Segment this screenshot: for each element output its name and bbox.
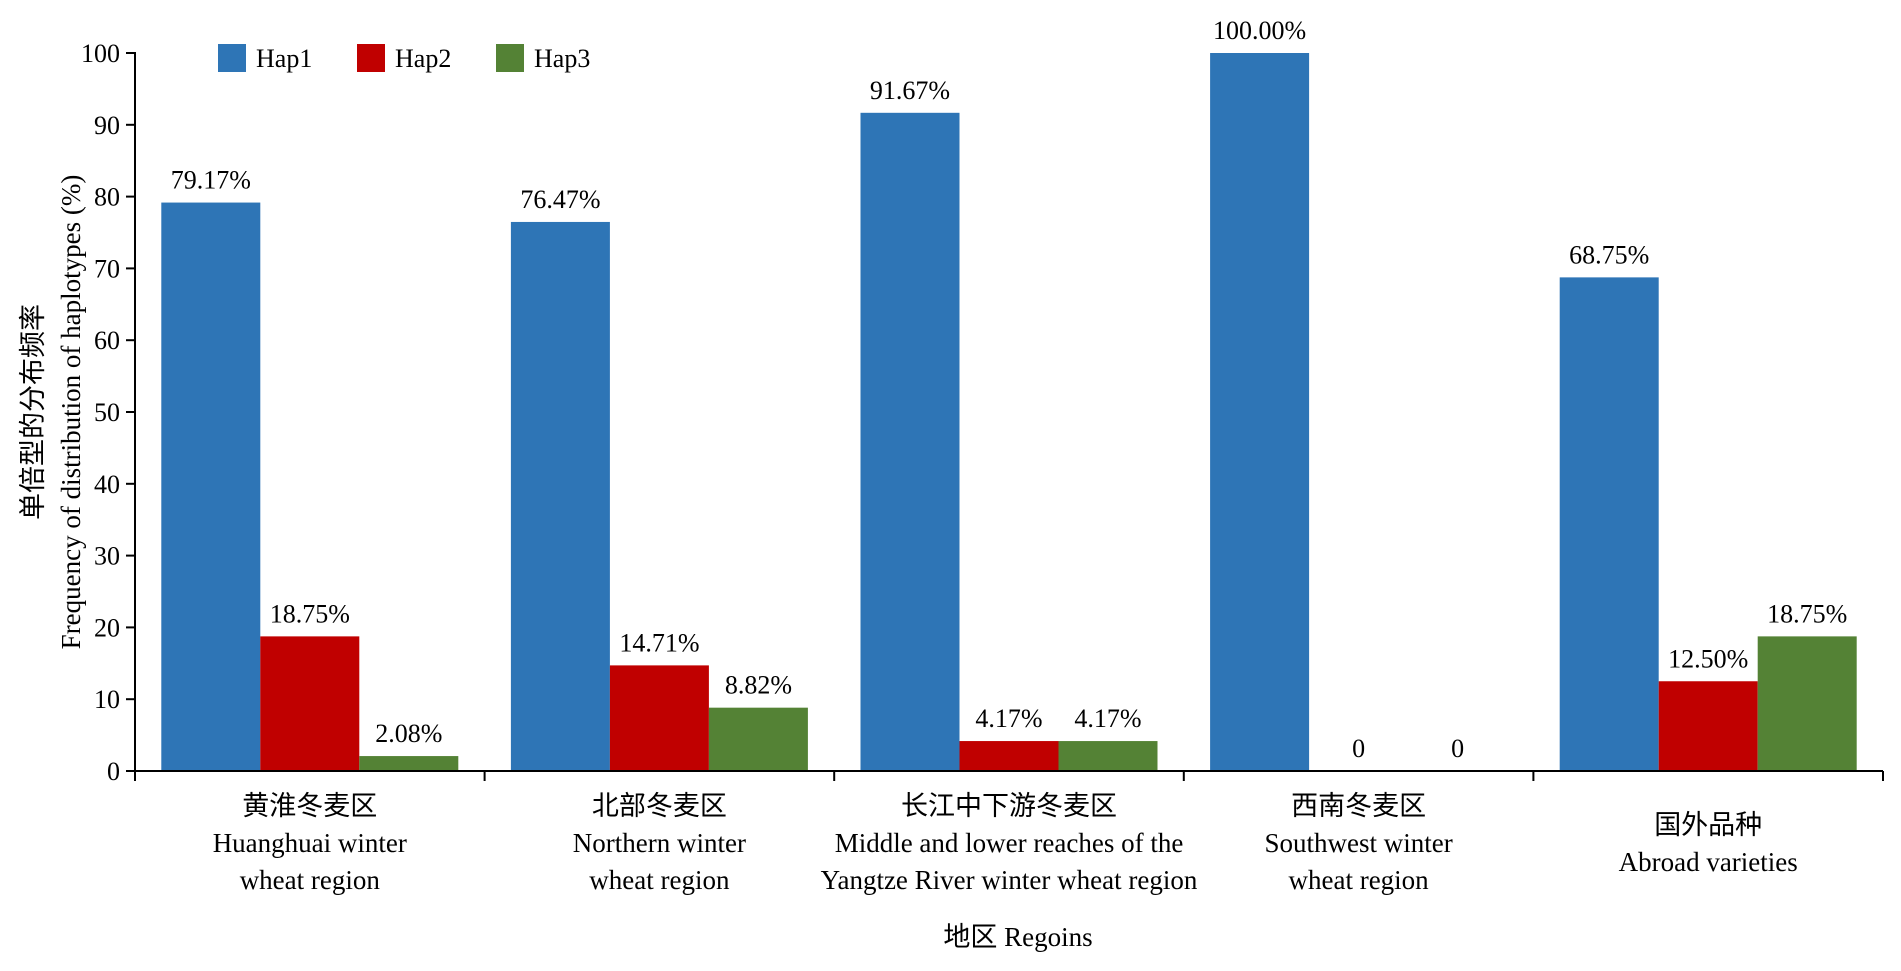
y-axis-title-line: 单倍型的分布频率 — [18, 304, 48, 520]
legend-label: Hap3 — [534, 44, 590, 73]
data-label: 18.75% — [1767, 599, 1847, 628]
category-label: 长江中下游冬麦区 — [901, 791, 1117, 821]
y-axis: 0 10 20 30 40 50 60 70 80 90 100 — [81, 39, 136, 786]
y-tick-label: 60 — [94, 326, 120, 355]
category-label: wheat region — [1288, 865, 1429, 895]
category-label: Southwest winter — [1264, 828, 1452, 858]
data-label: 0 — [1352, 734, 1365, 763]
x-axis — [134, 770, 1884, 781]
legend-swatch-hap1 — [218, 44, 246, 72]
category-label: Abroad varieties — [1619, 847, 1798, 877]
data-label: 100.00% — [1213, 16, 1306, 45]
data-label: 0 — [1451, 734, 1464, 763]
bar-hap3 — [1757, 636, 1857, 771]
bar-hap2 — [260, 636, 360, 771]
bar-hap1 — [860, 112, 960, 772]
legend-label: Hap1 — [256, 44, 312, 73]
bar-hap3 — [359, 756, 459, 771]
y-tick-label: 40 — [94, 470, 120, 499]
data-label: 12.50% — [1668, 644, 1748, 673]
legend-swatch-hap2 — [357, 44, 385, 72]
bar-hap1 — [510, 221, 610, 771]
data-label: 2.08% — [375, 719, 442, 748]
y-tick-label: 10 — [94, 685, 120, 714]
legend-swatch-hap3 — [496, 44, 524, 72]
data-label: 4.17% — [975, 704, 1042, 733]
y-tick-label: 30 — [94, 542, 120, 571]
bar-hap2 — [609, 665, 709, 771]
category-labels: 黄淮冬麦区 Huanghuai winter wheat region 北部冬麦区 No… — [213, 791, 1798, 895]
data-label: 76.47% — [520, 185, 600, 214]
bar-hap3 — [708, 707, 808, 771]
data-label: 8.82% — [725, 671, 792, 700]
y-tick-label: 100 — [81, 39, 120, 68]
bars — [161, 53, 1857, 772]
data-label: 18.75% — [270, 599, 350, 628]
category-label: 西南冬麦区 — [1291, 791, 1426, 821]
bar-hap1 — [1559, 277, 1659, 771]
category-label: Huanghuai winter — [213, 828, 407, 858]
y-tick-label: 0 — [107, 757, 120, 786]
bar-hap1 — [161, 202, 261, 772]
y-tick-label: 20 — [94, 613, 120, 642]
category-label: Middle and lower reaches of the — [835, 828, 1184, 858]
x-axis-title: 地区 Regoins — [943, 922, 1092, 952]
category-label: wheat region — [240, 865, 381, 895]
category-label: 国外品种 — [1654, 810, 1762, 840]
y-tick-label: 50 — [94, 398, 120, 427]
data-label: 91.67% — [870, 76, 950, 105]
data-label: 4.17% — [1074, 704, 1141, 733]
y-tick-label: 70 — [94, 254, 120, 283]
bar-hap1 — [1210, 53, 1310, 771]
y-axis-title-line: Frequency of distribution of haplotypes … — [56, 175, 86, 650]
bar-hap2 — [959, 741, 1059, 771]
data-label: 14.71% — [619, 628, 699, 657]
category-label: 黄淮冬麦区 — [242, 791, 377, 821]
legend-label: Hap2 — [395, 44, 451, 73]
data-labels: 79.17% 18.75% 2.08% 76.47% 14.71% 8.82% 91.67%… — [171, 16, 1848, 763]
y-tick-label: 90 — [94, 111, 120, 140]
category-label: Northern winter — [573, 828, 746, 858]
data-label: 79.17% — [171, 166, 251, 195]
category-label: 北部冬麦区 — [592, 791, 727, 821]
data-label: 68.75% — [1569, 240, 1649, 269]
y-axis-title: 单倍型的分布频率 Frequency of distribution of hap… — [18, 175, 86, 650]
category-label: wheat region — [589, 865, 730, 895]
category-label: Yangtze River winter wheat region — [821, 865, 1198, 895]
y-tick-label: 80 — [94, 183, 120, 212]
bar-hap3 — [1058, 741, 1158, 771]
legend: Hap1 Hap2 Hap3 — [218, 44, 590, 73]
bar-hap2 — [1658, 681, 1758, 771]
